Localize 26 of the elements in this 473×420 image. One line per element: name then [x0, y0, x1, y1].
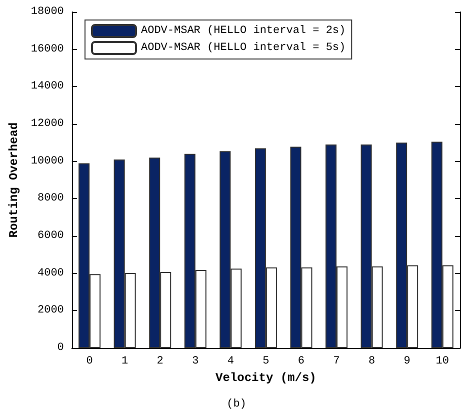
text: (b) [226, 398, 246, 410]
y-tick-label: 12000 [30, 118, 64, 130]
y-axis-title: Routing Overhead [7, 122, 21, 238]
x-tick-label: 5 [262, 356, 270, 368]
x-tick-label: 3 [192, 356, 199, 368]
x-tick-label: 6 [298, 356, 305, 368]
x-tick-label: 4 [227, 356, 234, 368]
x-tick-label: 0 [86, 356, 93, 368]
y-tick-label: 14000 [30, 80, 64, 93]
y-tick-label: 18000 [30, 6, 64, 18]
x-tick-label: 9 [404, 356, 410, 368]
legend-label: AODV-MSAR (HELLO interval = 2s) [141, 25, 346, 37]
y-tick-label: 0 [57, 342, 64, 354]
x-axis-title: Velocity (m/s) [216, 370, 316, 385]
y-tick-label: 2000 [38, 304, 64, 317]
x-tick-label: 1 [122, 356, 129, 368]
y-tick-label: 4000 [38, 267, 64, 280]
y-tick-label: 8000 [38, 192, 64, 205]
y-tick-label: 10000 [30, 155, 64, 168]
x-tick-label: 8 [368, 356, 376, 368]
x-tick-label: 2 [156, 356, 164, 368]
y-tick-label: 6000 [38, 230, 64, 242]
x-tick-label: 10 [436, 356, 449, 368]
x-tick-label: 7 [333, 356, 340, 368]
y-tick-label: 16000 [30, 43, 64, 56]
legend-label: AODV-MSAR (HELLO interval = 5s) [141, 42, 346, 54]
